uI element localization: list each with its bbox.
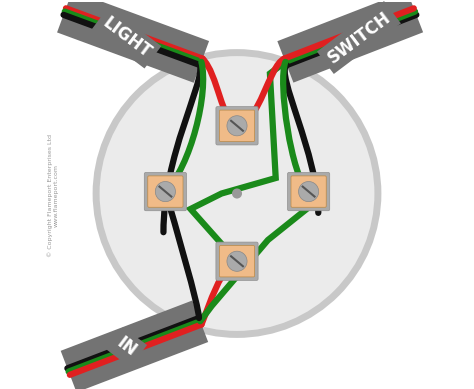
FancyBboxPatch shape [288,172,330,211]
Text: SWITCH: SWITCH [324,8,394,67]
Text: IN: IN [113,334,140,360]
FancyBboxPatch shape [216,107,258,145]
Circle shape [227,116,247,136]
Circle shape [100,56,374,331]
FancyBboxPatch shape [216,242,258,280]
FancyBboxPatch shape [148,176,183,207]
Circle shape [155,182,175,202]
FancyBboxPatch shape [219,110,255,142]
Circle shape [299,182,319,202]
Circle shape [227,251,247,271]
Text: LIGHT: LIGHT [99,14,155,61]
Circle shape [232,189,242,198]
FancyBboxPatch shape [219,245,255,277]
Circle shape [92,49,382,338]
Text: © Copyright Flameport Enterprises Ltd
www.flameport.com: © Copyright Flameport Enterprises Ltd ww… [47,134,59,257]
FancyBboxPatch shape [291,176,326,207]
FancyBboxPatch shape [144,172,186,211]
